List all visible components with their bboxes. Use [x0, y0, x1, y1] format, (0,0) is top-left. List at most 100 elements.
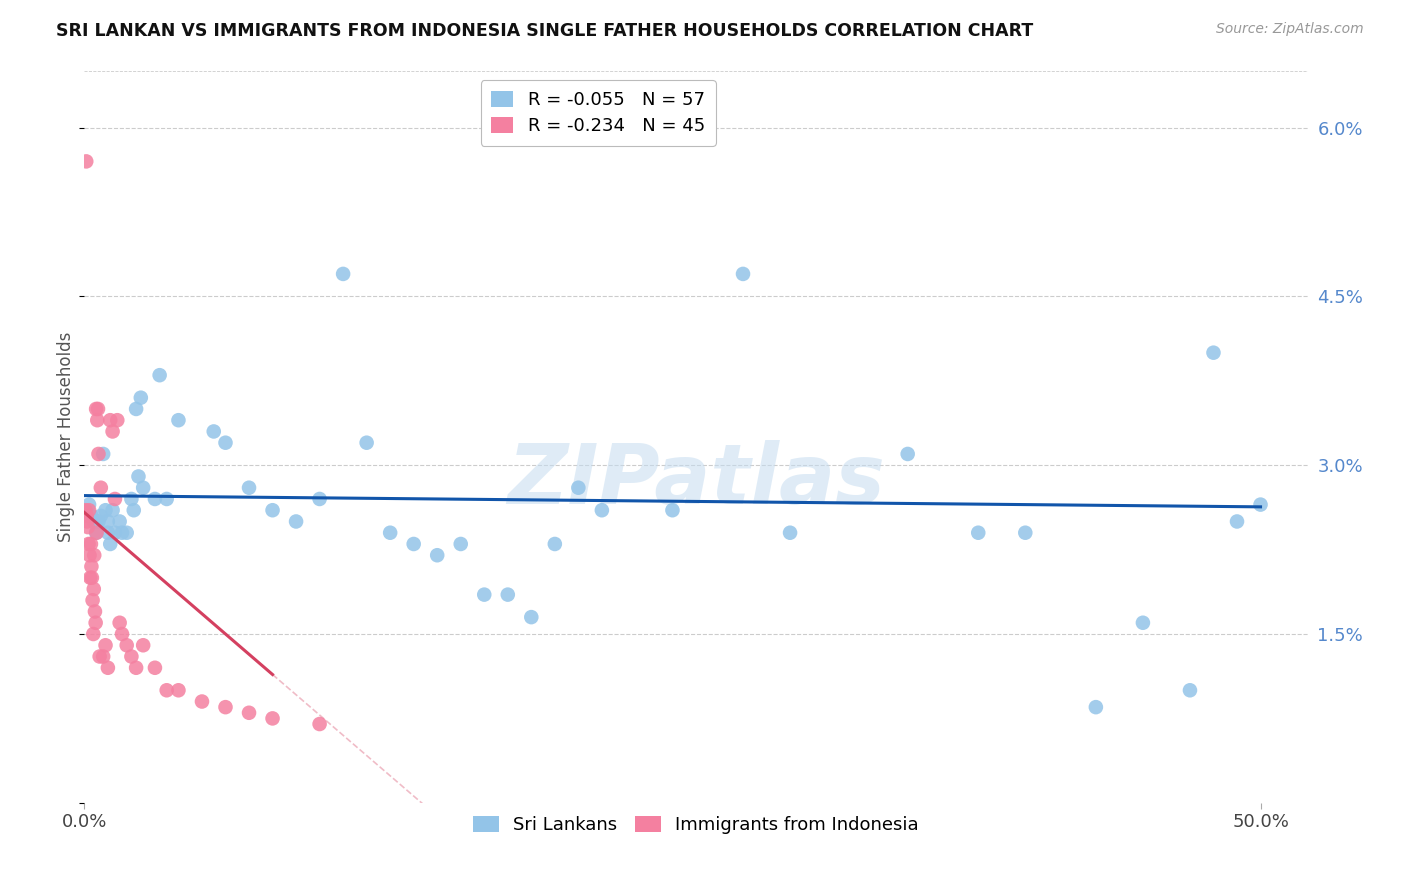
Point	[591, 503, 613, 517]
Point	[156, 491, 179, 506]
Point	[90, 481, 112, 495]
Point	[125, 661, 148, 675]
Point	[214, 700, 236, 714]
Point	[98, 413, 121, 427]
Point	[132, 638, 155, 652]
Text: Source: ZipAtlas.com: Source: ZipAtlas.com	[1216, 22, 1364, 37]
Point	[125, 401, 148, 416]
Point	[97, 525, 120, 540]
Point	[567, 481, 589, 495]
Point	[87, 401, 110, 416]
Point	[426, 548, 449, 562]
Point	[127, 469, 149, 483]
Point	[1202, 345, 1225, 359]
Point	[308, 491, 330, 506]
Point	[1226, 515, 1249, 529]
Point	[84, 525, 107, 540]
Point	[129, 391, 152, 405]
Point	[91, 649, 114, 664]
Point	[115, 638, 138, 652]
Point	[94, 638, 117, 652]
Point	[82, 627, 104, 641]
Point	[111, 525, 134, 540]
Point	[97, 515, 120, 529]
Point	[1132, 615, 1154, 630]
Point	[84, 515, 107, 529]
Point	[238, 481, 260, 495]
Point	[115, 525, 138, 540]
Point	[80, 508, 103, 523]
Point	[76, 515, 98, 529]
Y-axis label: Single Father Households: Single Father Households	[58, 332, 76, 542]
Point	[143, 661, 166, 675]
Point	[80, 571, 103, 585]
Point	[77, 503, 100, 517]
Point	[356, 435, 378, 450]
Point	[120, 491, 142, 506]
Point	[779, 525, 801, 540]
Point	[84, 605, 107, 619]
Point	[167, 683, 190, 698]
Point	[202, 425, 225, 439]
Point	[83, 582, 105, 596]
Point	[105, 413, 128, 427]
Point	[94, 503, 117, 517]
Point	[520, 610, 543, 624]
Point	[77, 520, 100, 534]
Point	[80, 537, 103, 551]
Point	[122, 503, 145, 517]
Point	[75, 154, 97, 169]
Point	[380, 525, 402, 540]
Point	[214, 435, 236, 450]
Point	[76, 508, 98, 523]
Point	[731, 267, 754, 281]
Legend: Sri Lankans, Immigrants from Indonesia: Sri Lankans, Immigrants from Indonesia	[467, 809, 925, 841]
Point	[77, 537, 100, 551]
Point	[101, 503, 124, 517]
Point	[104, 491, 127, 506]
Point	[80, 559, 103, 574]
Point	[238, 706, 260, 720]
Point	[108, 615, 131, 630]
Point	[132, 481, 155, 495]
Point	[89, 649, 111, 664]
Point	[87, 447, 110, 461]
Point	[143, 491, 166, 506]
Point	[967, 525, 990, 540]
Point	[472, 588, 495, 602]
Point	[167, 413, 190, 427]
Point	[120, 649, 142, 664]
Point	[1250, 498, 1272, 512]
Point	[285, 515, 308, 529]
Point	[156, 683, 179, 698]
Point	[308, 717, 330, 731]
Point	[544, 537, 567, 551]
Point	[108, 515, 131, 529]
Point	[1014, 525, 1036, 540]
Point	[75, 503, 97, 517]
Point	[104, 525, 127, 540]
Point	[83, 548, 105, 562]
Point	[84, 401, 107, 416]
Point	[86, 413, 108, 427]
Point	[101, 425, 124, 439]
Point	[98, 537, 121, 551]
Text: ZIPatlas: ZIPatlas	[508, 441, 884, 522]
Point	[84, 615, 107, 630]
Point	[97, 661, 120, 675]
Point	[91, 447, 114, 461]
Point	[661, 503, 683, 517]
Point	[1178, 683, 1201, 698]
Point	[262, 711, 284, 725]
Point	[79, 548, 101, 562]
Point	[897, 447, 920, 461]
Point	[77, 498, 100, 512]
Point	[79, 571, 101, 585]
Point	[1084, 700, 1107, 714]
Point	[191, 694, 214, 708]
Point	[149, 368, 172, 383]
Point	[450, 537, 472, 551]
Point	[262, 503, 284, 517]
Point	[82, 593, 104, 607]
Point	[496, 588, 519, 602]
